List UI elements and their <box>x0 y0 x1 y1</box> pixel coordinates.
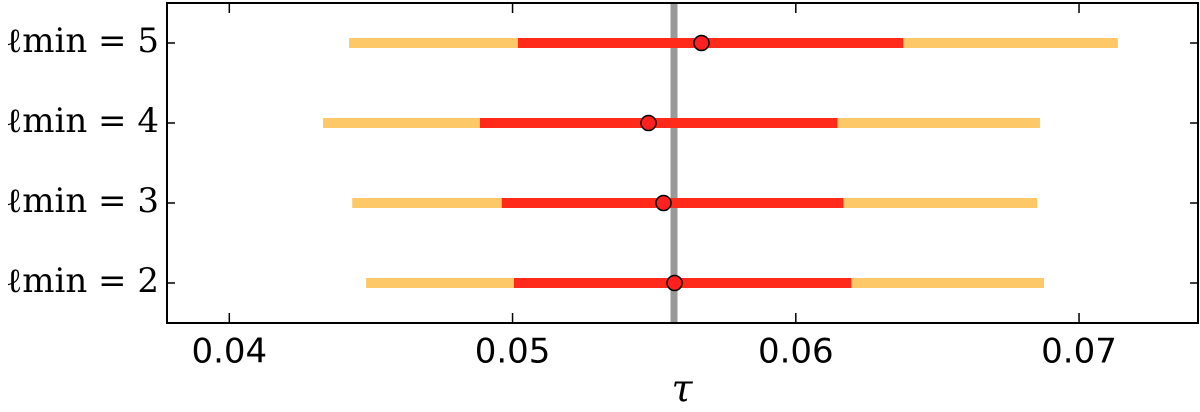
point <box>666 274 683 292</box>
x-tick-label: 0.06 <box>758 332 834 372</box>
x-axis-label: τ <box>671 367 693 411</box>
x-tick-label: 0.05 <box>475 332 551 372</box>
y-tick-label: ℓmin = 2 <box>6 261 159 301</box>
point <box>655 194 672 212</box>
point <box>640 114 657 132</box>
x-tick-label: 0.07 <box>1041 332 1117 372</box>
y-tick-label: ℓmin = 5 <box>6 21 159 61</box>
y-tick-label: ℓmin = 4 <box>6 101 159 141</box>
plot-frame <box>166 2 1199 324</box>
y-tick-label: ℓmin = 3 <box>6 181 159 221</box>
x-tick-label: 0.04 <box>191 332 267 372</box>
point <box>693 34 710 52</box>
